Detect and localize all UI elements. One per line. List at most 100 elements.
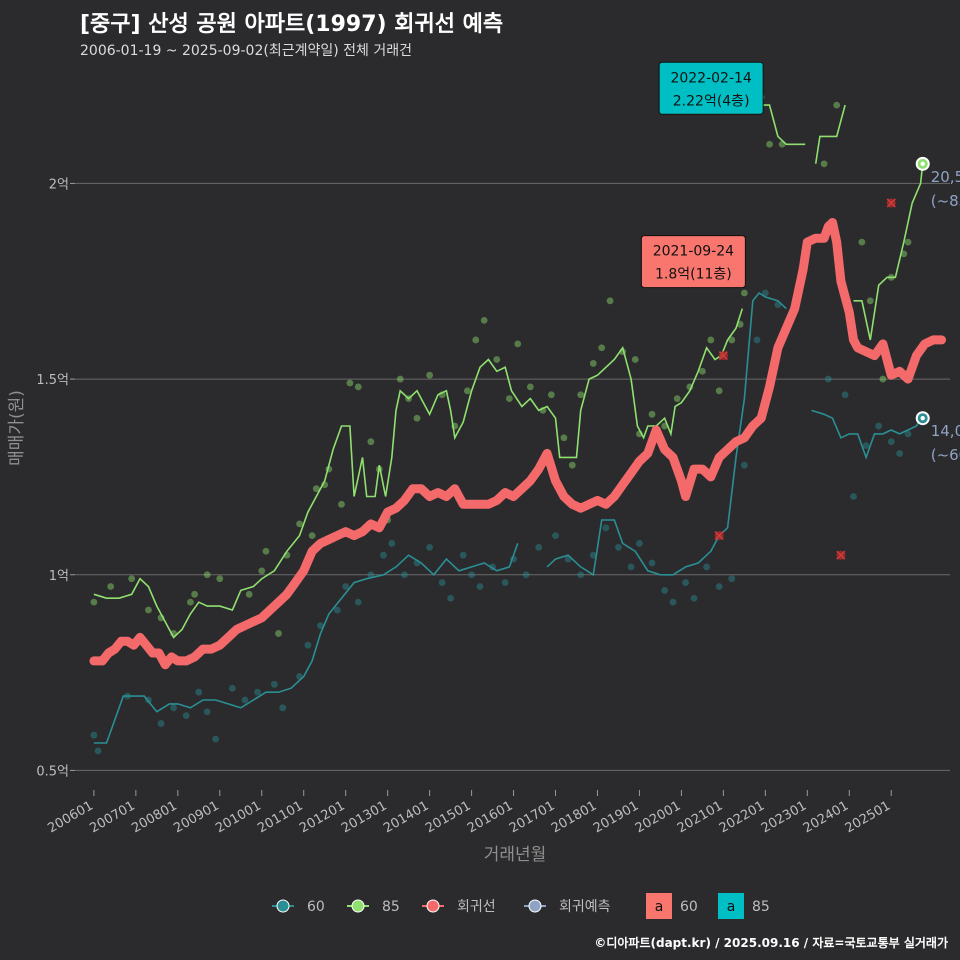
end-point-core	[920, 416, 925, 421]
legend-label: 60	[307, 899, 325, 915]
scatter-point-60	[438, 579, 446, 586]
series-line-85	[93, 308, 744, 639]
outlier-cross	[718, 351, 728, 361]
scatter-point-85	[463, 387, 471, 395]
legend-fill-key	[646, 893, 672, 919]
x-tick-label: 200901	[171, 798, 221, 836]
end-value-label: 20,500	[931, 168, 960, 186]
scatter-point-60	[636, 540, 643, 547]
x-tick-label: 200601	[45, 798, 95, 836]
series-lines	[93, 104, 924, 744]
scatter-point-85	[296, 520, 303, 528]
scatter-point-85	[413, 414, 421, 422]
scatter-point-85	[577, 391, 585, 399]
y-tick-label: 1억	[49, 569, 69, 584]
scatter-point-60	[304, 641, 312, 649]
legend-fill-key	[718, 893, 744, 919]
scatter-point-60	[388, 540, 396, 547]
scatter-point-60	[589, 551, 597, 559]
legend-fill-glyph: a	[655, 899, 664, 915]
scatter-point-60	[753, 336, 761, 344]
scatter-point-85	[128, 575, 136, 583]
scatter-point-60	[862, 442, 870, 450]
y-axis-label: 매매가(원)	[7, 390, 27, 466]
scatter-point-60	[468, 571, 475, 579]
series-line-85	[853, 163, 924, 341]
scatter-point-85	[396, 375, 404, 383]
x-tick-label: 202001	[633, 798, 683, 836]
scatter-point-60	[896, 450, 904, 457]
x-tick-label: 202101	[675, 798, 725, 836]
scatter-point-85	[258, 567, 266, 575]
series-line-60	[811, 409, 922, 460]
scatter-point-60	[577, 571, 585, 579]
end-value-label: 14,000	[931, 422, 960, 440]
scatter-point-85	[367, 438, 375, 446]
regression-line	[89, 218, 947, 670]
end-point-markers: 20,500 (~85㎡) 14,000 (~60㎡)	[915, 156, 960, 464]
scatter-point-85	[673, 395, 681, 403]
scatter-point-85	[766, 140, 773, 148]
scatter-point-85	[820, 160, 828, 168]
annotation-date: 2022-02-14	[670, 70, 751, 86]
scatter-point-85	[480, 316, 488, 324]
annotations: 2021-09-24 1.8억(11층) 2022-02-14 2.22억(4층)	[640, 61, 764, 289]
scatter-point-60	[254, 688, 261, 696]
scatter-point-85	[354, 383, 362, 391]
scatter-point-60	[90, 731, 98, 739]
annotation-box-85	[658, 61, 764, 115]
scatter-point-60	[661, 587, 669, 594]
grid-lines	[75, 182, 950, 771]
scatter-point-85	[598, 344, 606, 352]
scatter-point-60	[602, 524, 610, 532]
scatter-point-85	[312, 485, 320, 493]
scatter-point-85	[346, 379, 354, 387]
scatter-point-85	[90, 598, 98, 606]
legend-marker	[351, 899, 365, 913]
scatter-point-85	[858, 238, 866, 246]
x-tick-label: 200801	[129, 798, 179, 836]
scatter-point-85	[526, 383, 534, 391]
scatter-point-85	[245, 590, 253, 598]
x-tick-label: 201501	[423, 798, 473, 836]
scatter-point-60	[476, 583, 484, 590]
scatter-point-60	[728, 575, 736, 583]
scatter-point-60	[703, 563, 710, 571]
scatter-point-85	[866, 297, 874, 305]
x-axis-label: 거래년월	[484, 845, 547, 865]
outlier-cross	[836, 550, 846, 560]
scatter-point-60	[501, 579, 509, 586]
x-tick-label: 201201	[297, 798, 347, 836]
scatter-point-60	[170, 704, 178, 712]
scatter-point-60	[615, 543, 622, 551]
scatter-point-60	[426, 543, 434, 551]
scatter-point-60	[367, 571, 375, 579]
x-axis-ticks: 2006012007012008012009012010012011012012…	[45, 790, 893, 836]
regression-path	[89, 218, 947, 670]
legend-label: 회귀예측	[559, 899, 611, 915]
scatter-point-60	[279, 704, 287, 712]
x-tick-label: 202501	[843, 798, 893, 836]
scatter-point-60	[270, 680, 278, 688]
legend-marker	[426, 899, 440, 913]
scatter-point-60	[459, 551, 467, 559]
scatter-point-60	[690, 594, 698, 602]
scatter-point-85	[904, 238, 912, 246]
outlier-cross	[714, 531, 724, 541]
cross-marks	[714, 198, 896, 560]
scatter-point-85	[505, 395, 513, 403]
scatter-point-60	[157, 720, 165, 727]
scatter-point-85	[833, 101, 841, 109]
x-tick-label: 200701	[87, 798, 137, 836]
scatter-point-85	[568, 461, 576, 469]
scatter-point-60	[761, 289, 769, 297]
scatter-point-85	[589, 360, 597, 367]
scatter-point-60	[522, 571, 530, 579]
scatter-point-60	[648, 559, 656, 567]
annotation-box-60	[640, 235, 746, 289]
legend: 60 85 회귀선 회귀예측 a 60 a 85	[272, 893, 770, 919]
scatter-point-85	[698, 367, 706, 375]
scatter-point-60	[740, 461, 748, 469]
scatter-point-85	[728, 336, 736, 344]
scatter-point-85	[707, 336, 715, 344]
